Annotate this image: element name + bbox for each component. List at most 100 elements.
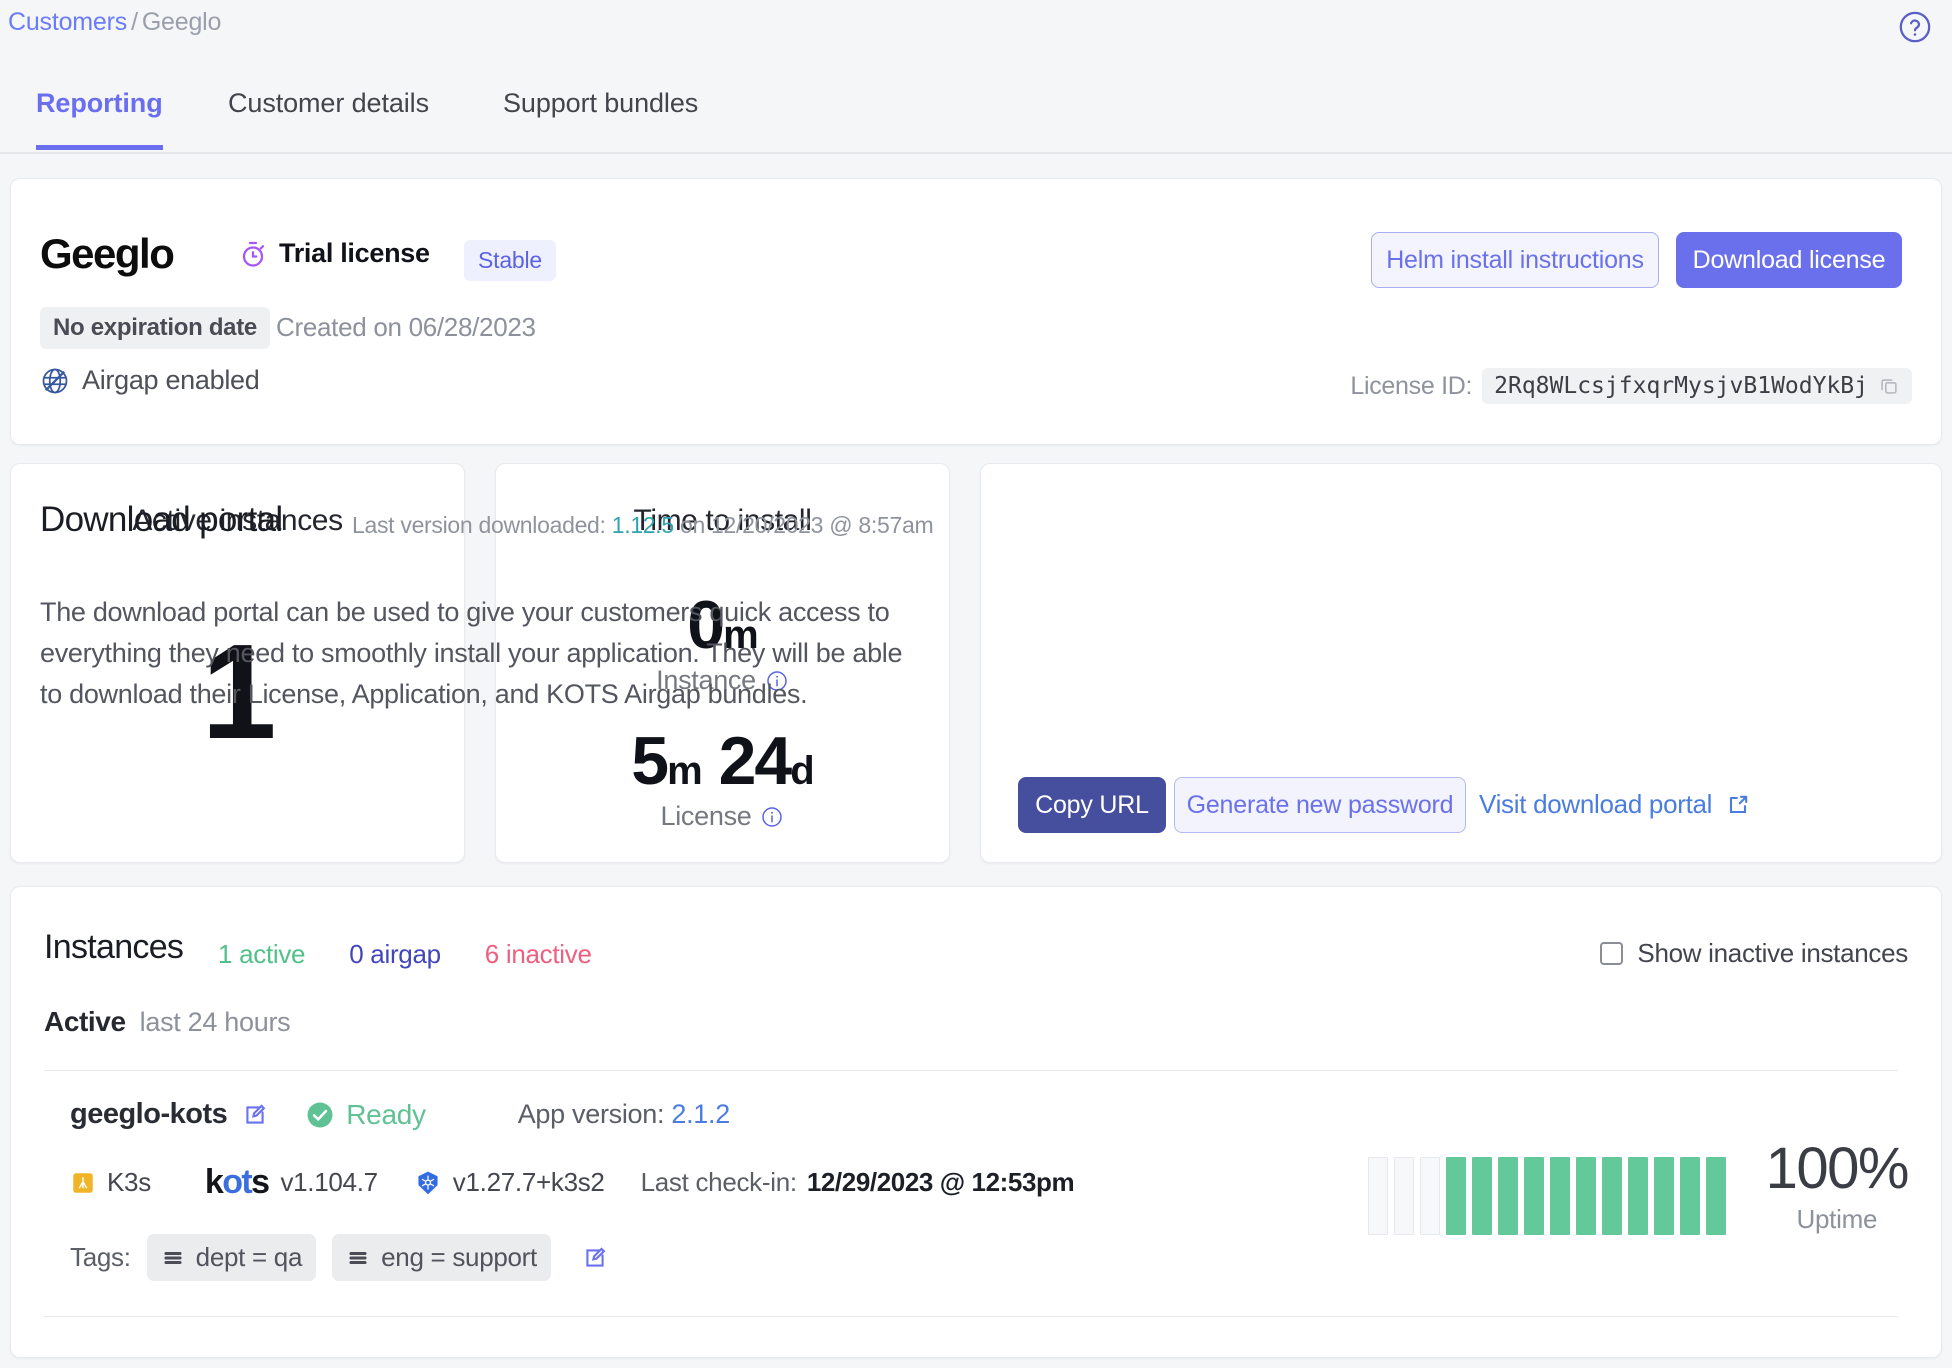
last-checkin-label: Last check-in:	[640, 1167, 798, 1197]
uptime-bar	[1679, 1157, 1700, 1235]
external-link-icon	[1724, 791, 1752, 819]
instance-time-unit: m	[723, 613, 759, 657]
instances-heading: Instances	[44, 928, 184, 966]
uptime-summary: 100% Uptime	[1765, 1136, 1910, 1235]
license-id-box[interactable]: 2Rq8WLcsjfxqrMysjvB1WodYkBj	[1482, 368, 1912, 404]
instance-status-label: Ready	[346, 1098, 426, 1130]
copy-icon[interactable]	[1878, 375, 1900, 397]
globe-slash-icon	[40, 366, 70, 396]
time-to-install-license: 5m 24d License	[496, 723, 949, 832]
license-id: License ID: 2Rq8WLcsjfxqrMysjvB1WodYkBj	[1350, 368, 1912, 404]
license-id-label: License ID:	[1350, 371, 1473, 400]
license-time-value: 5m 24d	[496, 723, 949, 799]
tag-label: dept = qa	[195, 1242, 303, 1272]
tab-reporting[interactable]: Reporting	[36, 88, 163, 150]
download-portal-title: Download portal	[40, 500, 283, 539]
instance-row-header: geeglo-kots Ready App version: 2.1.2	[70, 1098, 730, 1131]
count-airgap[interactable]: 0 airgap	[349, 939, 441, 969]
visit-download-portal-label: Visit download portal	[1479, 789, 1713, 819]
uptime-bar	[1445, 1157, 1466, 1235]
instance-time-number: 0	[687, 587, 725, 663]
instance-time-label-row: Instance	[496, 665, 949, 696]
app-version-value[interactable]: 2.1.2	[671, 1099, 730, 1129]
last-version-prefix: Last version downloaded:	[352, 512, 606, 538]
channel-badge: Stable	[464, 240, 557, 281]
breadcrumb: Customers / Geeglo	[8, 8, 221, 37]
tab-customer-details[interactable]: Customer details	[228, 88, 429, 118]
license-time-label: License	[660, 801, 752, 832]
time-to-install-title: Time to install	[633, 504, 812, 537]
expiration-pill: No expiration date	[40, 307, 270, 349]
edit-pencil-icon[interactable]	[241, 1101, 269, 1129]
license-time-number-1: 5	[631, 723, 669, 799]
uptime-bar	[1549, 1157, 1570, 1235]
license-type: Trial license	[238, 238, 430, 269]
active-instances-value: 1	[201, 616, 276, 767]
copy-url-button[interactable]: Copy URL	[1018, 777, 1166, 833]
divider-bottom	[44, 1316, 1898, 1317]
uptime-label: Uptime	[1796, 1204, 1878, 1234]
tag-lines-icon	[161, 1246, 185, 1270]
uptime-bar	[1523, 1157, 1544, 1235]
license-time-label-row: License	[496, 801, 949, 832]
download-license-button[interactable]: Download license	[1676, 232, 1902, 288]
uptime-percent: 100%	[1765, 1136, 1910, 1201]
show-inactive-label: Show inactive instances	[1637, 938, 1908, 968]
edit-pencil-icon[interactable]	[581, 1244, 609, 1272]
instance-time-label: Instance	[656, 665, 756, 696]
uptime-bar	[1497, 1157, 1518, 1235]
time-to-install-card: Time to install 0m Instance 5m 24d	[495, 463, 950, 863]
uptime-bar	[1575, 1157, 1596, 1235]
show-inactive-instances-checkbox[interactable]: Show inactive instances	[1600, 938, 1908, 969]
instances-counts: 1 active 0 airgap 6 inactive	[218, 939, 592, 970]
tag-chip[interactable]: eng = support	[332, 1234, 551, 1281]
uptime-bar	[1393, 1157, 1414, 1235]
info-icon[interactable]	[765, 669, 789, 693]
download-portal-description: The download portal can be used to give …	[40, 597, 903, 710]
generate-new-password-button[interactable]: Generate new password	[1174, 777, 1466, 833]
active-instances-card: Active instances 1	[10, 463, 465, 863]
breadcrumb-current: Geeglo	[141, 8, 222, 36]
license-time-unit-2: d	[790, 749, 814, 793]
license-type-label: Trial license	[279, 238, 430, 268]
instance-row-meta: K3s kots v1.104.7 v1.27.7+k3s2 Last chec…	[70, 1163, 1075, 1202]
license-id-value: 2Rq8WLcsjfxqrMysjvB1WodYkBj	[1494, 373, 1868, 399]
active-instances-title: Active instances	[132, 504, 343, 537]
active-section-subtitle: last 24 hours	[139, 1007, 291, 1037]
breadcrumb-customers-link[interactable]: Customers	[8, 8, 128, 36]
tag-chip[interactable]: dept = qa	[146, 1234, 317, 1281]
stopwatch-icon	[238, 239, 268, 269]
helm-install-instructions-button[interactable]: Helm install instructions	[1371, 232, 1659, 288]
instance-row-tags: Tags: dept = qa eng = support	[70, 1234, 609, 1281]
uptime-bar-chart	[1367, 1157, 1726, 1235]
count-active[interactable]: 1 active	[218, 939, 306, 969]
uptime-bar	[1601, 1157, 1622, 1235]
uptime-widget: 100% Uptime	[1367, 1136, 1910, 1235]
active-section-header: Active last 24 hours	[44, 1006, 291, 1038]
instance-time-value: 0m	[496, 587, 949, 663]
app-version-label: App version:	[517, 1099, 665, 1129]
k3s-icon	[70, 1170, 96, 1196]
active-section-title: Active	[44, 1006, 126, 1037]
app-logo-text: Geeglo	[40, 230, 175, 277]
time-to-install-instance: 0m Instance	[496, 587, 949, 696]
kubernetes-info: v1.27.7+k3s2	[414, 1167, 605, 1198]
instance-name: geeglo-kots	[70, 1098, 228, 1130]
uptime-bar	[1627, 1157, 1648, 1235]
info-icon[interactable]	[760, 805, 784, 829]
kubernetes-version: v1.27.7+k3s2	[452, 1167, 605, 1197]
kots-logo: kots	[204, 1163, 270, 1201]
last-checkin-value: 12/29/2023 @ 12:53pm	[806, 1167, 1075, 1197]
last-version-downloaded: Last version downloaded: 1.12.5 on 12/20…	[352, 512, 934, 539]
last-version-number[interactable]: 1.12.5	[611, 512, 674, 538]
tab-support-bundles[interactable]: Support bundles	[503, 88, 699, 118]
uptime-bar	[1367, 1157, 1388, 1235]
checkbox-box[interactable]	[1600, 942, 1624, 965]
help-circle-icon[interactable]	[1898, 10, 1932, 44]
created-on-text: Created on 06/28/2023	[276, 312, 536, 342]
divider-top	[44, 1070, 1898, 1071]
count-inactive[interactable]: 6 inactive	[484, 939, 592, 969]
visit-download-portal-link[interactable]: Visit download portal	[1479, 789, 1752, 820]
license-time-number-2: 24	[718, 723, 793, 799]
